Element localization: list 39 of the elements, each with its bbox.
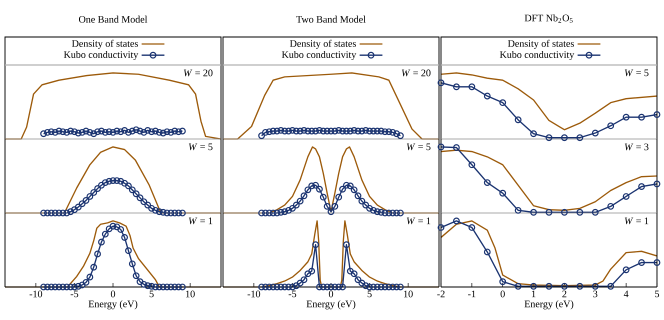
annotation: W = 20	[184, 70, 213, 76]
x-tick-label: 5	[150, 290, 154, 298]
annotation: W = 1	[406, 218, 430, 224]
x-tick-label: 10	[186, 290, 195, 298]
x-tick-label: 5	[368, 290, 372, 298]
x-tick-label: 5	[655, 290, 660, 298]
x-tick-label: -10	[30, 290, 42, 298]
x-tick-label: 4	[624, 290, 628, 298]
legend-label: Density of states	[508, 40, 574, 49]
legend-label: Kubo conductivity	[282, 50, 356, 60]
annotation: W = 5	[406, 144, 431, 150]
x-tick-label: 2	[562, 290, 566, 298]
x-tick-label: 0	[500, 290, 505, 298]
legend-label: Density of states	[290, 40, 356, 49]
x-tick-label: 1	[532, 290, 536, 298]
x-tick-label: 10	[404, 290, 413, 298]
legend-label: Kubo conductivity	[500, 50, 574, 60]
chart-title: Two Band Model	[296, 16, 366, 23]
legend-label: Density of states	[72, 40, 138, 49]
chart-title: DFT Nb$_{2}$O$_{5}$	[524, 14, 573, 23]
x-axis-title: Energy (eV)	[524, 300, 574, 310]
x-tick-label: -5	[288, 290, 296, 298]
x-axis-title: Energy (eV)	[306, 300, 356, 310]
annotation: W = 3	[624, 144, 649, 150]
annotation: W = 5	[188, 144, 213, 150]
x-axis-title: Energy (eV)	[88, 300, 138, 310]
annotation: W = 1	[188, 218, 212, 224]
x-tick-label: 0	[328, 290, 334, 298]
x-tick-label: -1	[468, 290, 476, 298]
annotation: W = 20	[402, 70, 431, 76]
chart-title: One Band Model	[78, 16, 148, 23]
x-tick-label: 0	[110, 290, 116, 298]
x-tick-label: -5	[70, 290, 78, 298]
x-tick-label: 3	[593, 290, 598, 298]
legend-label: Kubo conductivity	[64, 50, 138, 60]
annotation: W = 5	[624, 70, 649, 76]
annotation: W = 1	[624, 218, 648, 224]
x-tick-label: -10	[248, 290, 260, 298]
x-tick-label: -2	[437, 290, 445, 298]
